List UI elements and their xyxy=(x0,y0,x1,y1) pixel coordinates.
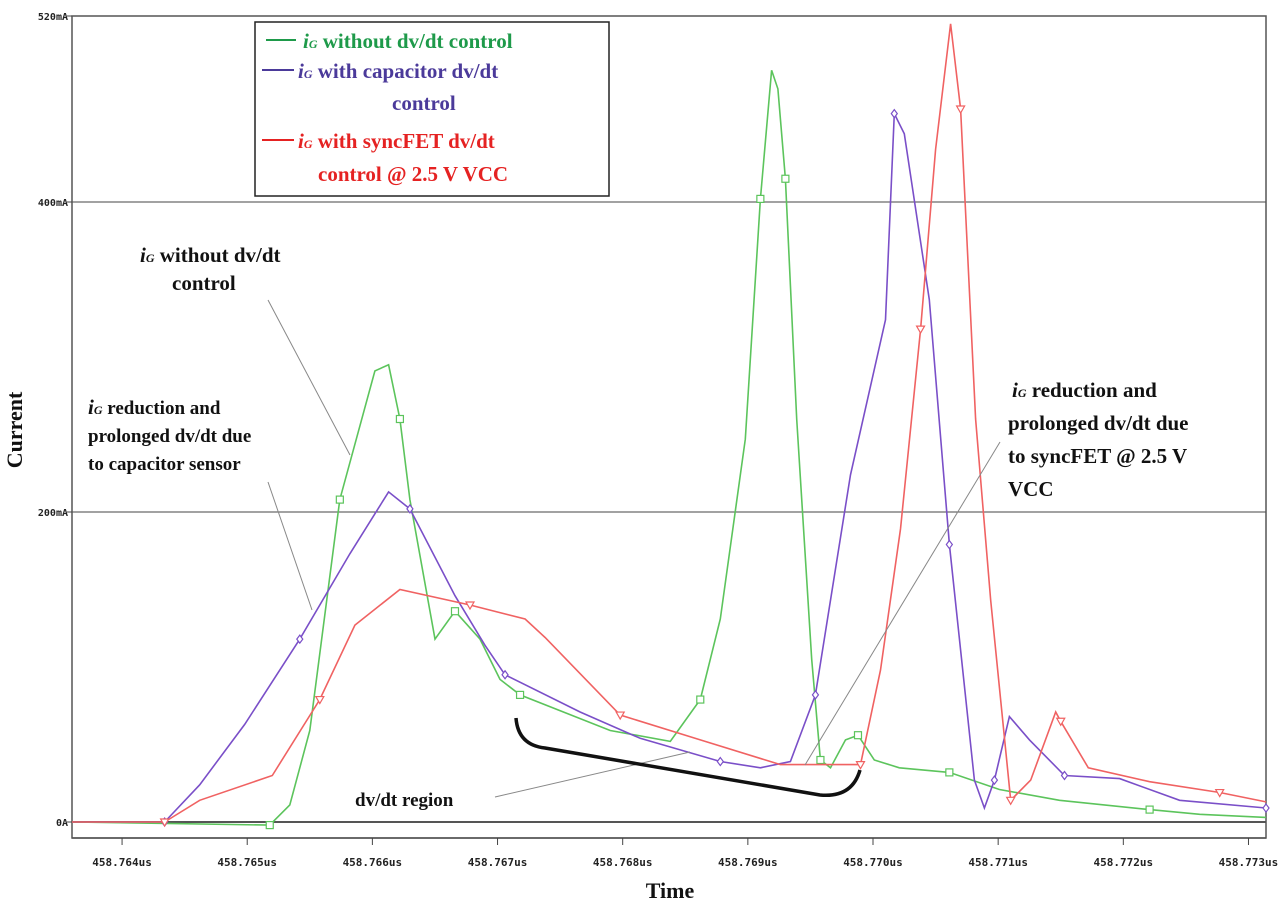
svg-text:iG reduction and: iG reduction and xyxy=(88,395,221,419)
data-point xyxy=(915,325,926,335)
data-point xyxy=(265,820,274,830)
x-tick-label: 458.766us xyxy=(343,856,403,869)
y-axis-label: Current xyxy=(2,391,27,468)
annotation-syncfet: iG reduction and prolonged dv/dt due to … xyxy=(804,378,1189,766)
y-tick-label: 200mA xyxy=(38,508,68,519)
svg-text:iG with capacitor dv/dt: iG with capacitor dv/dt xyxy=(298,59,498,83)
data-point xyxy=(955,105,966,115)
data-point xyxy=(811,689,820,700)
data-point xyxy=(501,669,509,680)
y-tick-label: 400mA xyxy=(38,198,68,209)
data-point xyxy=(990,775,999,786)
svg-text:iG with syncFET dv/dt: iG with syncFET dv/dt xyxy=(298,129,495,153)
annotation-capacitor-sensor: iG reduction and prolonged dv/dt due to … xyxy=(88,395,313,611)
data-point xyxy=(716,756,725,767)
data-point xyxy=(406,503,414,514)
data-point xyxy=(853,731,863,740)
data-point xyxy=(696,695,705,704)
x-tick-label: 458.771us xyxy=(968,856,1028,869)
annotation-leader-line xyxy=(494,751,691,798)
data-point xyxy=(756,194,765,203)
svg-text:iG without dv/dt control: iG without dv/dt control xyxy=(303,29,513,53)
legend-box xyxy=(254,21,610,197)
x-tick-label: 458.764us xyxy=(92,856,152,869)
data-point xyxy=(945,768,954,777)
data-point xyxy=(1005,796,1016,806)
data-point xyxy=(159,818,170,828)
annotation-leader-line xyxy=(267,299,351,456)
data-point xyxy=(450,607,460,616)
annotation-dvdt-region: dv/dt region xyxy=(355,717,862,811)
data-point xyxy=(855,761,866,770)
series-2 xyxy=(72,23,1267,828)
x-tick-label: 458.767us xyxy=(468,856,528,869)
x-axis-label: Time xyxy=(646,878,695,903)
x-tick-label: 458.770us xyxy=(843,856,903,869)
svg-text:control: control xyxy=(172,271,236,295)
series-line xyxy=(71,70,1267,826)
series-group xyxy=(71,23,1270,830)
y-axis: 0A 200mA 400mA 520mA xyxy=(38,12,72,829)
data-point xyxy=(615,711,626,721)
svg-text:dv/dt region: dv/dt region xyxy=(355,790,454,811)
series-line xyxy=(72,113,1267,823)
data-point xyxy=(945,539,954,550)
y-tick-label: 0A xyxy=(56,818,68,829)
data-point xyxy=(395,414,405,424)
x-tick-label: 458.772us xyxy=(1094,856,1154,869)
data-point xyxy=(1145,805,1154,814)
data-point xyxy=(1262,803,1270,814)
data-point xyxy=(781,174,790,183)
x-tick-label: 458.773us xyxy=(1219,856,1279,869)
series-line xyxy=(72,23,1267,823)
data-point xyxy=(464,601,476,611)
annotation-without-control: iG without dv/dt control xyxy=(140,243,351,456)
x-axis: 458.764us 458.765us 458.766us 458.767us 458.… xyxy=(72,837,1279,869)
svg-text:control: control xyxy=(392,91,456,115)
data-point xyxy=(1214,788,1225,798)
svg-text:control @ 2.5 V VCC: control @ 2.5 V VCC xyxy=(318,162,508,186)
svg-text:prolonged dv/dt due: prolonged dv/dt due xyxy=(1008,411,1189,435)
annotation-leader-line xyxy=(804,441,1001,766)
svg-text:to syncFET @ 2.5 V: to syncFET @ 2.5 V xyxy=(1008,444,1187,468)
svg-text:prolonged dv/dt due: prolonged dv/dt due xyxy=(88,426,251,447)
svg-text:to capacitor sensor: to capacitor sensor xyxy=(88,454,241,475)
legend: iG without dv/dt control iG with capacit… xyxy=(254,21,610,197)
series-0 xyxy=(71,70,1267,830)
x-tick-label: 458.769us xyxy=(718,856,778,869)
data-point xyxy=(816,755,825,765)
data-point xyxy=(1055,717,1066,727)
data-point xyxy=(314,695,325,705)
data-point xyxy=(890,108,899,119)
data-point xyxy=(1060,770,1069,781)
svg-text:iG without dv/dt: iG without dv/dt xyxy=(140,243,281,267)
data-point xyxy=(335,495,344,504)
annotation-leader-line xyxy=(267,481,313,611)
dvdt-region-bracket xyxy=(514,717,862,798)
svg-text:iG reduction and: iG reduction and xyxy=(1012,378,1157,402)
legend-entry-capacitor: iG with capacitor dv/dt control xyxy=(262,59,498,115)
svg-text:VCC: VCC xyxy=(1008,477,1054,501)
data-point xyxy=(515,690,525,700)
legend-entry-syncfet: iG with syncFET dv/dt control @ 2.5 V VC… xyxy=(262,129,508,186)
y-tick-label: 520mA xyxy=(38,12,68,23)
x-tick-label: 458.768us xyxy=(593,856,653,869)
legend-entry-without-control: iG without dv/dt control xyxy=(266,29,513,53)
data-point xyxy=(296,634,304,645)
x-tick-label: 458.765us xyxy=(217,856,277,869)
